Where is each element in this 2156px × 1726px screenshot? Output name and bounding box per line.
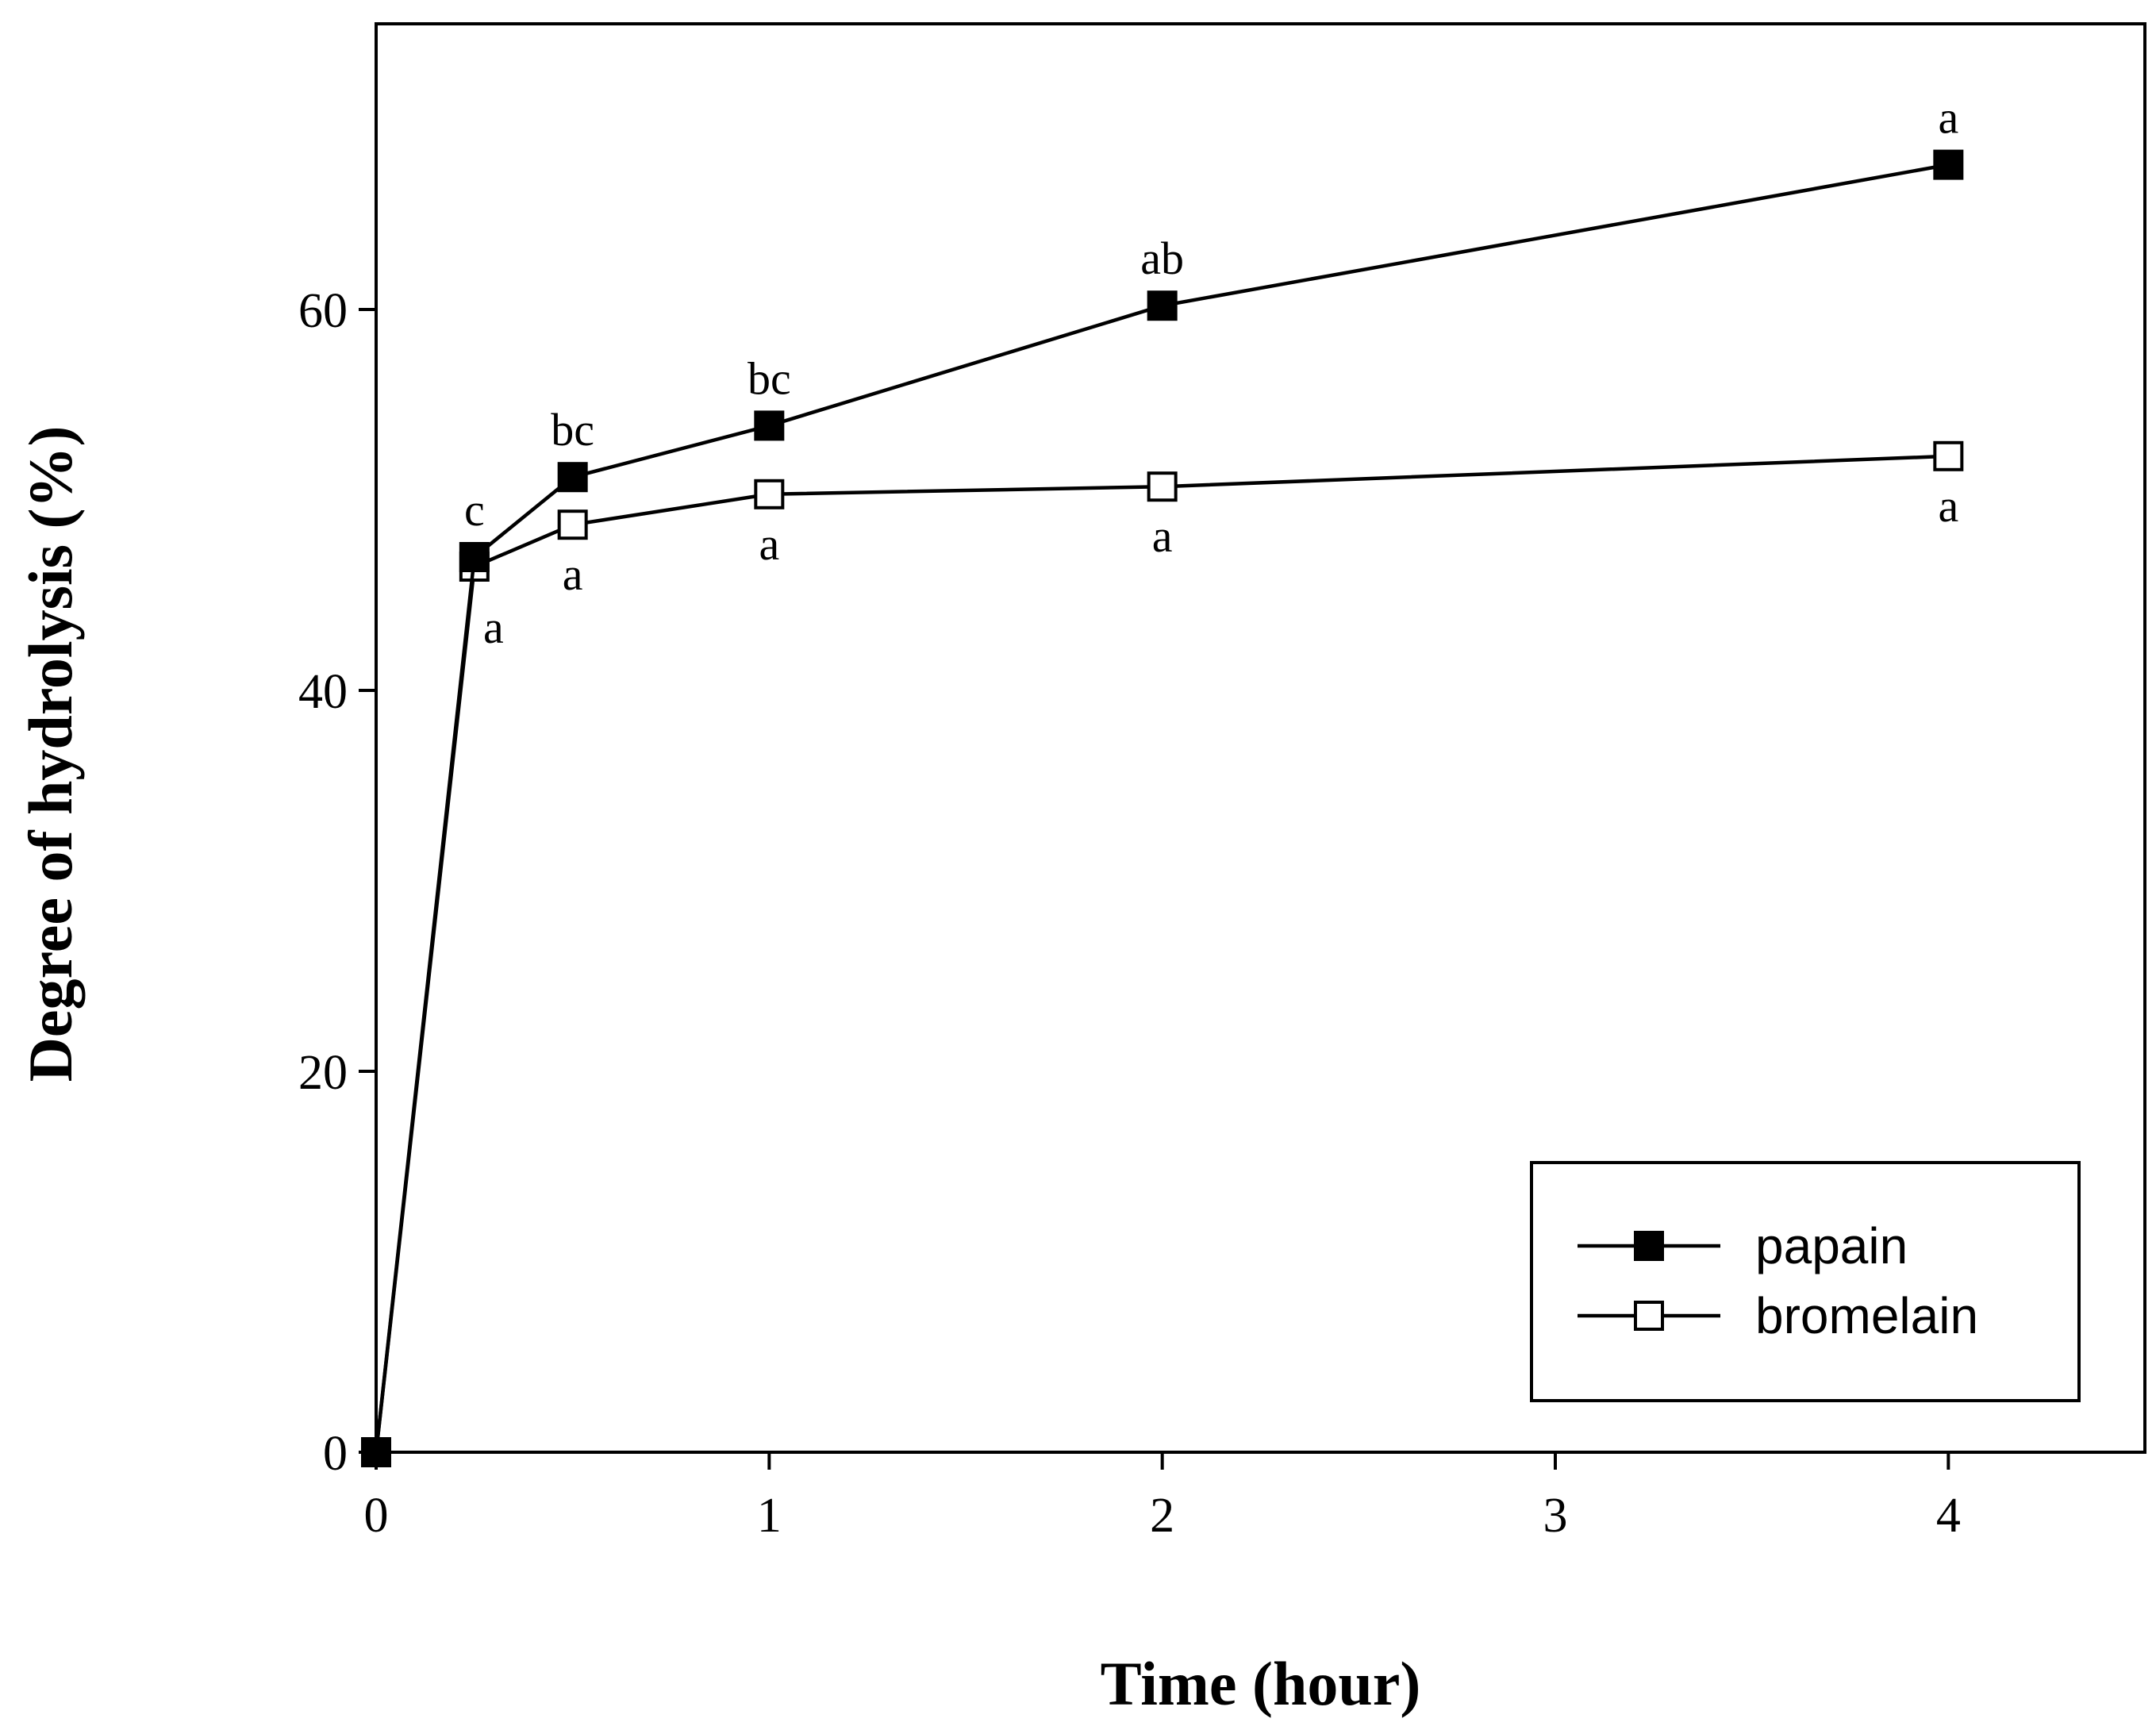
papain-point bbox=[1147, 290, 1178, 321]
papain-line bbox=[374, 163, 1949, 1453]
plot-frame bbox=[375, 22, 2146, 1454]
y-axis-title: Degree of hydrolysis (%) bbox=[16, 426, 85, 1082]
x-tick-label: 2 bbox=[1150, 1489, 1174, 1543]
bromelain-point bbox=[557, 509, 588, 540]
papain-point bbox=[754, 410, 785, 441]
x-tick-label: 1 bbox=[757, 1489, 782, 1543]
legend-label-papain: papain bbox=[1755, 1217, 1908, 1274]
legend: papain bromelain bbox=[1530, 1161, 2081, 1402]
papain-point bbox=[1933, 149, 1964, 180]
papain-significance-label: ab bbox=[1140, 233, 1184, 284]
y-tick-label: 40 bbox=[298, 665, 348, 719]
significance-labels-layer: c bc bc ab a a a a a a bbox=[464, 92, 1958, 653]
bromelain-significance-label: a bbox=[563, 548, 583, 600]
legend-entry-bromelain: bromelain bbox=[1578, 1287, 1978, 1344]
papain-significance-label: bc bbox=[551, 404, 594, 456]
papain-significance-label: bc bbox=[747, 352, 791, 404]
legend-box bbox=[1530, 1161, 2081, 1402]
bromelain-significance-label: a bbox=[759, 518, 779, 570]
series-layer bbox=[361, 149, 1964, 1467]
x-tick-label: 0 bbox=[364, 1489, 389, 1543]
x-tick-label: 4 bbox=[1936, 1489, 1961, 1543]
legend-entry-papain: papain bbox=[1578, 1217, 1908, 1274]
papain-point bbox=[557, 462, 588, 493]
bromelain-significance-label: a bbox=[1938, 480, 1958, 532]
y-tick-label: 0 bbox=[323, 1427, 348, 1481]
bromelain-point bbox=[754, 479, 785, 509]
series-papain bbox=[361, 149, 1964, 1467]
papain-significance-label: a bbox=[1938, 92, 1958, 144]
papain-significance-label: c bbox=[464, 484, 485, 536]
y-tick-label: 20 bbox=[298, 1046, 348, 1100]
papain-point bbox=[361, 1437, 391, 1467]
papain-point bbox=[459, 542, 490, 572]
legend-swatch-marker bbox=[1634, 1301, 1664, 1331]
legend-label-bromelain: bromelain bbox=[1755, 1287, 1978, 1344]
bromelain-point bbox=[1147, 471, 1178, 502]
y-tick-label: 60 bbox=[298, 284, 348, 338]
bromelain-significance-label: a bbox=[483, 602, 504, 653]
legend-swatch-marker bbox=[1634, 1231, 1664, 1261]
bromelain-point bbox=[1933, 440, 1964, 471]
x-tick-label: 3 bbox=[1543, 1489, 1568, 1543]
bromelain-significance-label: a bbox=[1152, 510, 1173, 562]
x-axis-title: Time (hour) bbox=[1101, 1649, 1421, 1718]
